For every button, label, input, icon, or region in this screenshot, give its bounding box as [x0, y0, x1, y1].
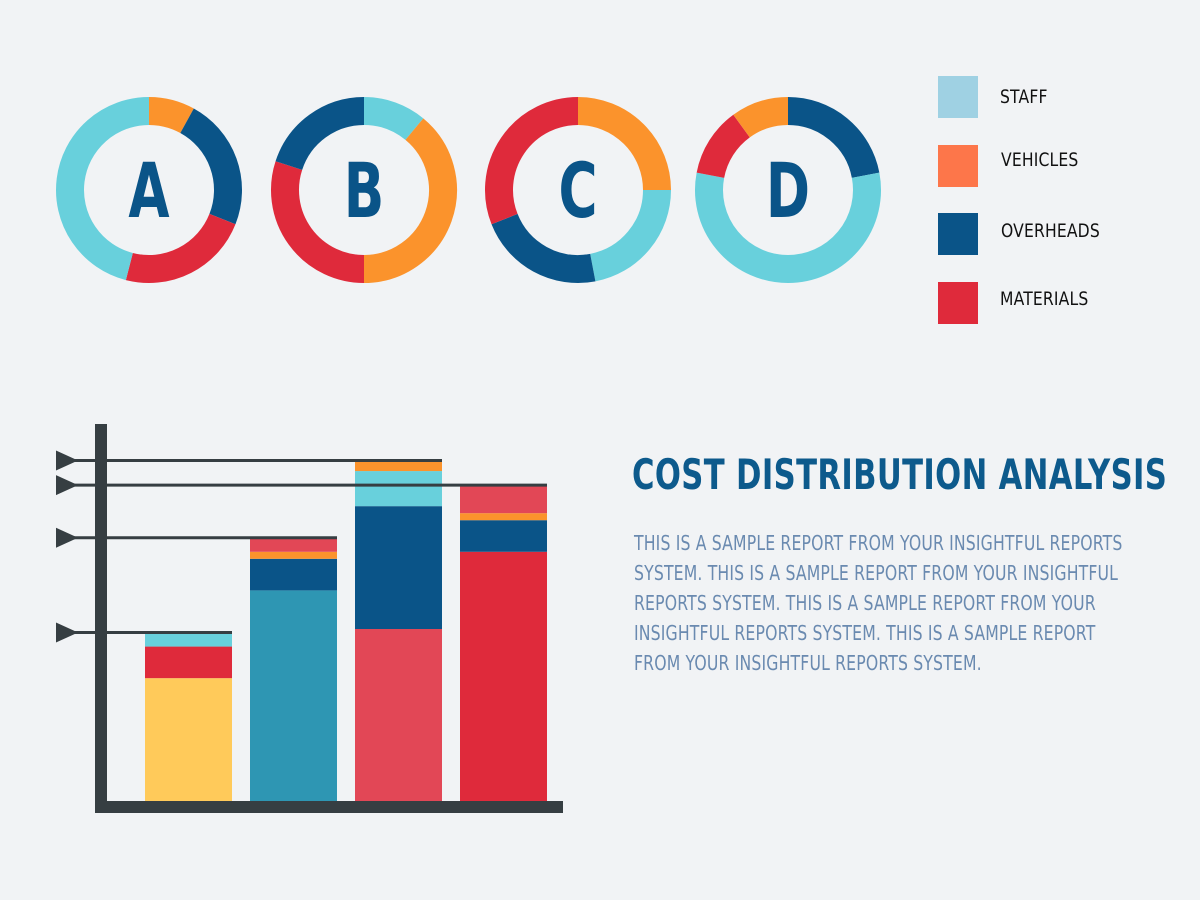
bar-segment: [355, 629, 442, 801]
donut-charts: A B C D: [56, 97, 881, 283]
legend-item-overheads: OVERHEADS: [938, 213, 1178, 257]
legend-swatch-staff: [938, 76, 978, 118]
legend-item-vehicles: VEHICLES: [938, 145, 1178, 189]
reference-arrow: [56, 527, 78, 548]
legend-label-staff: STAFF: [1000, 86, 1048, 108]
donut-slice-staff: [695, 172, 881, 283]
bar-segment: [355, 506, 442, 630]
bar-segment: [250, 558, 337, 591]
legend-swatch-overheads: [938, 213, 978, 255]
donut-slice-staff: [56, 97, 150, 281]
bar-segment: [145, 646, 232, 679]
bar-segment: [250, 551, 337, 559]
page-title: COST DISTRIBUTION ANALYSIS: [632, 450, 1168, 499]
donut-d: D: [695, 97, 881, 283]
legend-label-materials: MATERIALS: [1000, 288, 1089, 310]
legend-label-vehicles: VEHICLES: [1001, 149, 1079, 171]
bar-segment: [145, 678, 232, 801]
donut-slice-materials: [696, 114, 751, 179]
donut-slice-staff: [363, 97, 424, 141]
donut-slice-overheads: [179, 108, 242, 225]
donut-slice-vehicles: [363, 118, 457, 283]
y-axis: [95, 424, 107, 813]
reference-arrow: [56, 450, 78, 471]
donut-slice-overheads: [787, 97, 880, 179]
donut-label: C: [558, 147, 597, 235]
reference-arrow: [56, 475, 78, 496]
donut-label: B: [344, 147, 385, 235]
x-axis: [95, 801, 563, 813]
legend-label-overheads: OVERHEADS: [1001, 220, 1100, 242]
donut-b: B: [271, 97, 457, 283]
report-description: THIS IS A SAMPLE REPORT FROM YOUR INSIGH…: [634, 531, 1123, 675]
bar-segment: [250, 590, 337, 801]
donut-slice-overheads: [491, 213, 596, 283]
bar-segment: [145, 632, 232, 647]
bar-segment: [460, 513, 547, 521]
donut-label: D: [766, 147, 810, 235]
donut-slice-overheads: [275, 97, 365, 171]
donut-slice-vehicles: [148, 97, 194, 134]
legend-item-materials: MATERIALS: [938, 282, 1178, 326]
legend-swatch-vehicles: [938, 145, 978, 187]
bar-segment: [460, 551, 547, 801]
bar-segment: [355, 471, 442, 507]
donut-slice-vehicles: [577, 97, 671, 191]
bar-segment: [355, 460, 442, 472]
bar-segment: [460, 485, 547, 514]
donut-c: C: [485, 97, 671, 283]
legend-item-staff: STAFF: [938, 76, 1178, 120]
donut-slice-staff: [589, 189, 671, 282]
bar-segment: [250, 537, 337, 552]
donut-label: A: [128, 147, 169, 235]
donut-slice-materials: [125, 213, 236, 283]
donut-slice-materials: [271, 161, 365, 283]
donut-a: A: [56, 97, 242, 283]
legend-swatch-materials: [938, 282, 978, 324]
donut-slice-vehicles: [733, 97, 789, 138]
donut-slice-materials: [485, 97, 579, 225]
bar-segment: [460, 520, 547, 552]
reference-arrow: [56, 622, 78, 643]
